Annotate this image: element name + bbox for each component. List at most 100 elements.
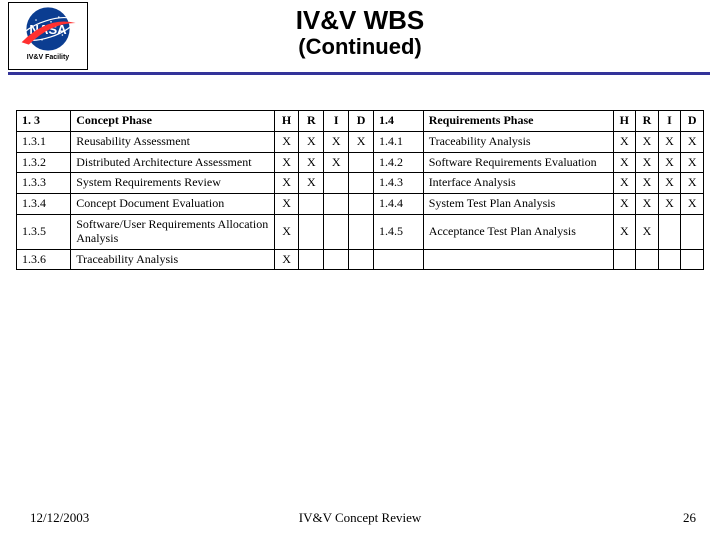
cell-mark: [636, 249, 659, 270]
right-desc-header: Requirements Phase: [423, 111, 613, 132]
table-row: 1.3.5 Software/User Requirements Allocat…: [17, 214, 704, 249]
cell-mark: X: [658, 173, 681, 194]
logo-box: NASA IV&V Facility: [8, 2, 88, 70]
cell-mark: X: [324, 152, 349, 173]
left-col-r: R: [299, 111, 324, 132]
table-row: 1.3.4 Concept Document Evaluation X 1.4.…: [17, 194, 704, 215]
cell-mark: X: [274, 249, 299, 270]
page-subtitle: (Continued): [0, 35, 720, 59]
cell-id: 1.3.3: [17, 173, 71, 194]
cell-mark: [299, 214, 324, 249]
cell-id: 1.4.3: [373, 173, 423, 194]
left-col-d: D: [349, 111, 374, 132]
cell-desc: Concept Document Evaluation: [71, 194, 274, 215]
footer-center: IV&V Concept Review: [0, 510, 720, 526]
cell-mark: [658, 214, 681, 249]
table-row: 1.3.1 Reusability Assessment X X X X 1.4…: [17, 131, 704, 152]
footer-page-number: 26: [683, 510, 696, 526]
cell-desc: Software Requirements Evaluation: [423, 152, 613, 173]
cell-mark: X: [274, 152, 299, 173]
cell-mark: [299, 249, 324, 270]
page-title: IV&V WBS: [0, 6, 720, 35]
cell-mark: X: [299, 173, 324, 194]
cell-mark: X: [636, 152, 659, 173]
table-row: 1.3.2 Distributed Architecture Assessmen…: [17, 152, 704, 173]
cell-mark: X: [274, 131, 299, 152]
cell-desc: Software/User Requirements Allocation An…: [71, 214, 274, 249]
cell-id: 1.4.1: [373, 131, 423, 152]
table-row: 1.3.6 Traceability Analysis X: [17, 249, 704, 270]
cell-mark: [658, 249, 681, 270]
cell-desc: Traceability Analysis: [71, 249, 274, 270]
cell-mark: X: [299, 131, 324, 152]
cell-mark: X: [613, 194, 636, 215]
cell-mark: [324, 194, 349, 215]
cell-mark: [681, 249, 704, 270]
cell-mark: [324, 173, 349, 194]
right-col-i: I: [658, 111, 681, 132]
cell-desc: [423, 249, 613, 270]
cell-mark: X: [681, 194, 704, 215]
right-col-d: D: [681, 111, 704, 132]
right-col-h: H: [613, 111, 636, 132]
cell-mark: X: [274, 194, 299, 215]
cell-desc: Distributed Architecture Assessment: [71, 152, 274, 173]
cell-mark: [324, 249, 349, 270]
right-col-r: R: [636, 111, 659, 132]
left-id-header: 1. 3: [17, 111, 71, 132]
cell-mark: [349, 194, 374, 215]
cell-mark: [324, 214, 349, 249]
cell-mark: [349, 214, 374, 249]
cell-desc: System Requirements Review: [71, 173, 274, 194]
cell-mark: X: [658, 194, 681, 215]
left-col-h: H: [274, 111, 299, 132]
header-rule: [8, 72, 710, 75]
header: NASA IV&V Facility IV&V WBS (Continued): [0, 0, 720, 80]
wbs-table: 1. 3 Concept Phase H R I D 1.4 Requireme…: [16, 110, 704, 270]
cell-mark: X: [636, 173, 659, 194]
cell-mark: X: [681, 173, 704, 194]
table-header-row: 1. 3 Concept Phase H R I D 1.4 Requireme…: [17, 111, 704, 132]
cell-mark: [349, 173, 374, 194]
cell-mark: X: [274, 214, 299, 249]
cell-mark: X: [299, 152, 324, 173]
cell-id: 1.3.5: [17, 214, 71, 249]
cell-id: 1.4.5: [373, 214, 423, 249]
cell-desc: Traceability Analysis: [423, 131, 613, 152]
cell-id: 1.4.2: [373, 152, 423, 173]
cell-mark: X: [681, 152, 704, 173]
cell-desc: Acceptance Test Plan Analysis: [423, 214, 613, 249]
cell-mark: X: [681, 131, 704, 152]
cell-desc: Interface Analysis: [423, 173, 613, 194]
cell-id: 1.4.4: [373, 194, 423, 215]
cell-mark: [349, 152, 374, 173]
cell-desc: Reusability Assessment: [71, 131, 274, 152]
cell-mark: X: [636, 214, 659, 249]
cell-mark: X: [658, 131, 681, 152]
nasa-logo-icon: NASA: [18, 5, 78, 53]
cell-id: 1.3.2: [17, 152, 71, 173]
cell-desc: System Test Plan Analysis: [423, 194, 613, 215]
slide: NASA IV&V Facility IV&V WBS (Continued) …: [0, 0, 720, 540]
cell-mark: X: [636, 194, 659, 215]
cell-id: 1.3.1: [17, 131, 71, 152]
cell-mark: X: [636, 131, 659, 152]
cell-mark: X: [613, 152, 636, 173]
cell-mark: [349, 249, 374, 270]
cell-mark: X: [349, 131, 374, 152]
cell-id: 1.3.4: [17, 194, 71, 215]
cell-mark: [613, 249, 636, 270]
cell-mark: [299, 194, 324, 215]
wbs-table-wrap: 1. 3 Concept Phase H R I D 1.4 Requireme…: [16, 110, 704, 270]
cell-mark: X: [613, 214, 636, 249]
cell-mark: X: [324, 131, 349, 152]
right-id-header: 1.4: [373, 111, 423, 132]
cell-id: [373, 249, 423, 270]
cell-mark: X: [658, 152, 681, 173]
footer: 12/12/2003 IV&V Concept Review 26: [0, 510, 720, 530]
table-row: 1.3.3 System Requirements Review X X 1.4…: [17, 173, 704, 194]
logo-caption: IV&V Facility: [9, 54, 87, 61]
left-col-i: I: [324, 111, 349, 132]
cell-mark: X: [613, 173, 636, 194]
left-desc-header: Concept Phase: [71, 111, 274, 132]
